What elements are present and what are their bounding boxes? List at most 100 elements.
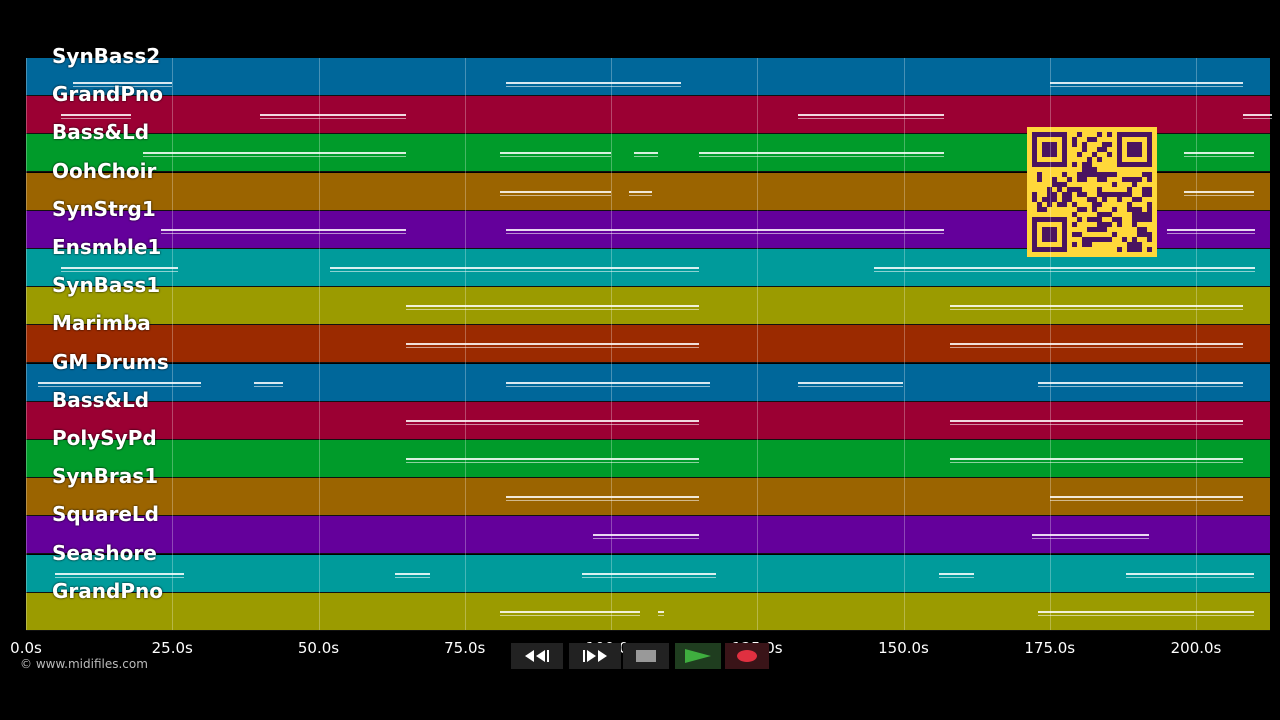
note-bar xyxy=(798,385,904,387)
note-bar xyxy=(628,190,652,193)
time-gridline xyxy=(26,58,27,630)
track-label: SynBras1 xyxy=(52,464,159,489)
note-bar xyxy=(593,534,699,537)
note-bar xyxy=(1049,496,1243,499)
time-tick-label: 175.0s xyxy=(1024,639,1076,657)
note-bar xyxy=(406,305,699,308)
note-bar xyxy=(1125,572,1255,575)
lane-divider xyxy=(26,477,1270,478)
time-gridline xyxy=(611,58,612,630)
rewind-button[interactable] xyxy=(511,643,563,669)
record-icon xyxy=(737,650,757,662)
note-bar xyxy=(37,385,202,387)
note-bar xyxy=(260,118,407,120)
note-bar xyxy=(499,152,611,155)
track-label: OohChoir xyxy=(52,158,157,183)
note-bar xyxy=(160,228,407,231)
lane-divider xyxy=(26,362,1270,364)
track-label: Bass&Ld xyxy=(52,387,150,412)
note-bar xyxy=(950,309,1243,311)
note-bar xyxy=(1125,576,1255,578)
track-label: Bass&Ld xyxy=(52,120,150,145)
note-bar xyxy=(55,572,184,575)
time-gridline xyxy=(172,58,174,630)
note-bar xyxy=(1242,114,1273,117)
note-bar xyxy=(1038,614,1255,616)
fast-forward-icon xyxy=(583,650,607,662)
lane-divider xyxy=(26,286,1270,287)
note-bar xyxy=(254,381,284,384)
note-bar xyxy=(55,576,184,578)
play-button[interactable] xyxy=(675,643,721,669)
note-bar xyxy=(406,423,699,425)
track-label: PolySyPd xyxy=(52,426,157,450)
note-bar xyxy=(499,194,611,196)
track-lane xyxy=(26,58,1270,95)
rewind-icon xyxy=(525,650,549,662)
note-bar xyxy=(330,267,699,269)
note-bar xyxy=(593,538,699,540)
note-bar xyxy=(1166,228,1255,231)
time-tick-label: 75.0s xyxy=(444,639,486,657)
track-label: SquareLd xyxy=(52,502,159,527)
note-bar xyxy=(505,86,682,87)
note-bar xyxy=(950,347,1243,349)
time-tick-label: 0.0s xyxy=(10,639,42,657)
note-bar xyxy=(798,118,945,120)
track-label: SynBass1 xyxy=(52,273,161,298)
note-bar xyxy=(406,462,699,463)
note-bar xyxy=(1184,194,1255,196)
note-bar xyxy=(950,462,1243,463)
track-label: Marimba xyxy=(52,311,151,336)
note-bar xyxy=(143,156,407,158)
note-bar xyxy=(499,610,641,613)
note-bar xyxy=(950,419,1243,422)
note-bar xyxy=(798,381,904,384)
note-bar xyxy=(505,381,711,384)
note-bar xyxy=(37,381,202,384)
note-bar xyxy=(950,305,1243,308)
time-gridline xyxy=(464,58,466,630)
lane-divider xyxy=(26,515,1270,517)
time-tick-label: 150.0s xyxy=(878,639,929,657)
note-bar xyxy=(657,610,664,613)
note-bar xyxy=(499,190,611,193)
note-bar xyxy=(61,114,132,117)
time-tick-label: 25.0s xyxy=(151,639,193,657)
track-label: GM Drums xyxy=(52,349,169,374)
lane-divider xyxy=(26,324,1270,326)
play-icon xyxy=(685,649,711,663)
note-bar xyxy=(394,576,430,578)
time-tick-label: 200.0s xyxy=(1170,639,1222,657)
note-bar xyxy=(1184,156,1255,158)
note-bar xyxy=(1038,610,1255,613)
note-bar xyxy=(160,232,407,234)
track-label: SynBass2 xyxy=(52,44,161,68)
track-label: SynStrg1 xyxy=(52,196,156,221)
note-bar xyxy=(1038,385,1243,387)
time-gridline xyxy=(1049,58,1051,630)
note-bar xyxy=(1242,118,1273,120)
stop-icon xyxy=(636,650,656,662)
note-bar xyxy=(499,614,641,616)
note-bar xyxy=(1049,86,1243,87)
note-bar xyxy=(698,156,945,158)
note-bar xyxy=(581,576,717,578)
note-bar xyxy=(1166,232,1255,234)
note-bar xyxy=(394,572,430,575)
note-bar xyxy=(950,458,1243,460)
stop-button[interactable] xyxy=(623,643,669,669)
track-label: GrandPno xyxy=(52,578,163,603)
note-bar xyxy=(61,267,179,269)
note-bar xyxy=(938,572,974,575)
note-bar xyxy=(1184,152,1255,155)
record-button[interactable] xyxy=(725,643,769,669)
note-bar xyxy=(260,114,407,117)
note-bar xyxy=(406,458,699,460)
note-bar xyxy=(1049,82,1243,84)
note-bar xyxy=(1032,538,1150,540)
note-bar xyxy=(874,267,1255,269)
fast-forward-button[interactable] xyxy=(569,643,621,669)
track-label: Seashore xyxy=(52,540,157,565)
